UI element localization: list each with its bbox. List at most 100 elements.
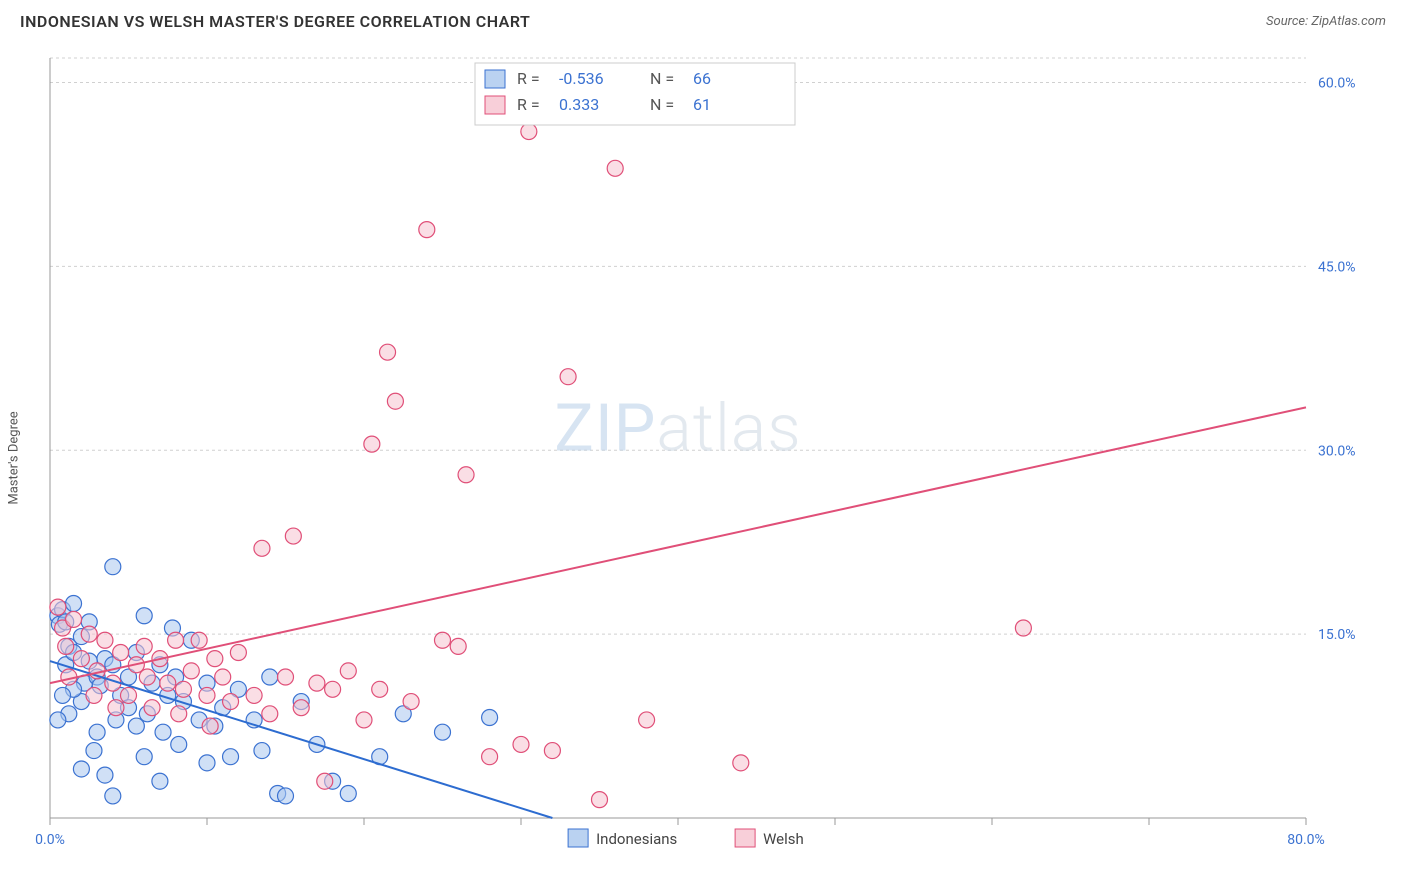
legend-swatch (485, 70, 505, 88)
y-tick-label: 30.0% (1318, 443, 1356, 459)
data-point (136, 638, 152, 654)
legend-label: N = (650, 69, 674, 88)
data-point (403, 694, 419, 710)
data-point (139, 669, 155, 685)
data-point (97, 632, 113, 648)
data-point (733, 755, 749, 771)
watermark: ZIPatlas (554, 390, 801, 467)
data-point (55, 687, 71, 703)
data-point (340, 785, 356, 801)
data-point (262, 669, 278, 685)
data-point (105, 559, 121, 575)
data-point (246, 687, 262, 703)
data-point (121, 687, 137, 703)
data-point (293, 700, 309, 716)
data-point (387, 393, 403, 409)
y-axis-label: Master's Degree (7, 411, 22, 504)
legend-label: R = (517, 69, 540, 88)
data-point (340, 663, 356, 679)
data-point (113, 645, 129, 661)
data-point (155, 724, 171, 740)
data-point (58, 638, 74, 654)
data-point (317, 773, 333, 789)
legend-value: 61 (693, 95, 711, 114)
data-point (199, 687, 215, 703)
data-point (285, 528, 301, 544)
data-point (592, 792, 608, 808)
data-point (278, 788, 294, 804)
data-point (254, 743, 270, 759)
data-point (419, 222, 435, 238)
y-tick-label: 45.0% (1318, 259, 1356, 275)
data-point (168, 632, 184, 648)
data-point (450, 638, 466, 654)
data-point (175, 681, 191, 697)
legend-swatch (485, 96, 505, 114)
chart-container: Master's Degree 0.0%80.0%15.0%30.0%45.0%… (20, 48, 1386, 868)
legend-value: 66 (693, 69, 711, 88)
chart-title: INDONESIAN VS WELSH MASTER'S DEGREE CORR… (20, 12, 530, 31)
data-point (560, 369, 576, 385)
x-tick-label: 80.0% (1287, 832, 1325, 848)
chart-header: INDONESIAN VS WELSH MASTER'S DEGREE CORR… (0, 0, 1406, 39)
legend-swatch (735, 829, 755, 847)
data-point (521, 124, 537, 140)
legend-label: Welsh (763, 830, 804, 848)
data-point (364, 436, 380, 452)
data-point (152, 773, 168, 789)
data-point (482, 749, 498, 765)
data-point (325, 681, 341, 697)
data-point (230, 645, 246, 661)
data-point (66, 611, 82, 627)
data-point (458, 467, 474, 483)
data-point (183, 663, 199, 679)
data-point (171, 736, 187, 752)
legend-label: N = (650, 95, 674, 114)
data-point (66, 595, 82, 611)
data-point (278, 669, 294, 685)
data-point (207, 651, 223, 667)
data-point (81, 626, 97, 642)
legend-label: R = (517, 95, 540, 114)
data-point (215, 669, 231, 685)
data-point (86, 687, 102, 703)
data-point (254, 540, 270, 556)
data-point (372, 681, 388, 697)
data-point (435, 632, 451, 648)
data-point (136, 608, 152, 624)
x-tick-label: 0.0% (35, 832, 65, 848)
data-point (544, 743, 560, 759)
data-point (223, 749, 239, 765)
data-point (639, 712, 655, 728)
data-point (223, 694, 239, 710)
data-point (482, 709, 498, 725)
scatter-chart: 0.0% 80.0% 15.0% 30.0% 45.0% 60.0% ZIPatlas R =… (20, 48, 1386, 868)
data-point (160, 675, 176, 691)
data-point (202, 718, 218, 734)
legend-value: 0.333 (559, 95, 599, 114)
data-point (89, 724, 105, 740)
data-point (108, 700, 124, 716)
data-point (50, 712, 66, 728)
data-point (262, 706, 278, 722)
data-point (73, 651, 89, 667)
data-point (513, 736, 529, 752)
data-point (171, 706, 187, 722)
data-point (380, 344, 396, 360)
data-point (73, 761, 89, 777)
data-point (97, 767, 113, 783)
legend-label: Indonesians (596, 830, 677, 848)
trend-line (50, 661, 552, 818)
data-point (1015, 620, 1031, 636)
data-point (50, 599, 66, 615)
y-tick-label: 15.0% (1318, 627, 1356, 643)
legend-swatch (568, 829, 588, 847)
data-point (144, 700, 160, 716)
data-point (199, 755, 215, 771)
data-point (356, 712, 372, 728)
data-point (86, 743, 102, 759)
y-tick-label: 60.0% (1318, 76, 1356, 92)
data-point (435, 724, 451, 740)
legend-value: -0.536 (559, 69, 604, 88)
data-point (309, 675, 325, 691)
